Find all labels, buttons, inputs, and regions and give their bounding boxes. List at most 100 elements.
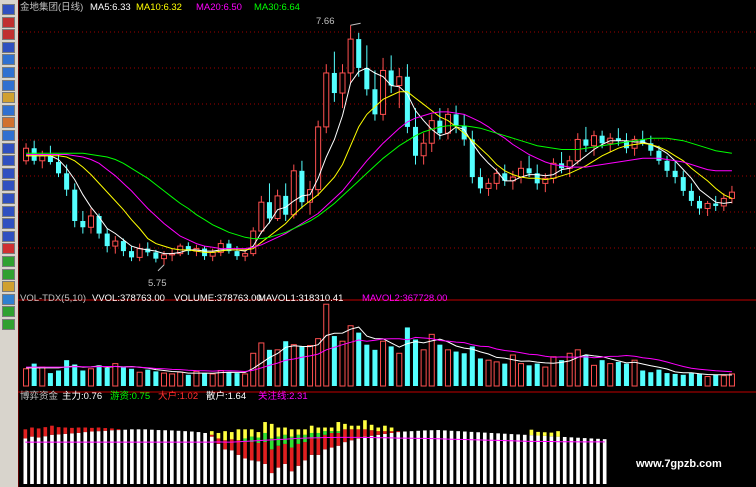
volume-bar-down (688, 373, 694, 386)
candle-down (145, 248, 151, 253)
volume-bar-down (55, 370, 62, 386)
mavol2-line (26, 336, 732, 373)
quote-icon[interactable] (2, 167, 15, 179)
volume-bar-up (193, 370, 200, 387)
people-icon[interactable] (2, 117, 15, 129)
candle-down (356, 39, 362, 68)
mainforce-bar (223, 431, 227, 441)
candle-up (160, 254, 168, 260)
bigholder-bar (216, 438, 221, 444)
retail-bar (349, 440, 354, 484)
ma-line-ma30 (26, 125, 732, 240)
candle-down (72, 189, 78, 221)
left-toolbar (0, 0, 19, 487)
candle-up (428, 120, 435, 144)
candle-down (129, 251, 135, 258)
trend-icon[interactable] (2, 29, 15, 41)
calc-icon[interactable] (2, 130, 15, 141)
fund-legend: 博弈资金 主力:0.76 游资:0.75 大户:1.02 散户:1.64 关注线:2.31 (20, 390, 308, 402)
candle-down (648, 143, 654, 151)
volume-bar-down (640, 370, 646, 386)
candle-down (331, 72, 337, 94)
mainforce-bar (529, 429, 534, 436)
folder-icon[interactable] (2, 92, 15, 104)
retail-bar (343, 442, 347, 484)
candle-up (728, 191, 735, 199)
retail-bar (389, 432, 394, 484)
hotmoney-bar (269, 438, 274, 450)
retail-bar (296, 465, 301, 484)
retail-bar (542, 435, 547, 484)
window2-icon[interactable] (2, 67, 15, 78)
screen-icon[interactable] (2, 230, 15, 242)
lock-icon[interactable] (2, 243, 15, 255)
f10-icon[interactable] (2, 142, 15, 154)
hotmoney-bar (316, 432, 321, 439)
volume-label: VOL-TDX(5,10) (20, 293, 86, 304)
retail-bar (289, 471, 294, 484)
retail-bar (396, 432, 401, 484)
candle-down (388, 70, 394, 86)
candle-down (502, 173, 508, 181)
grid-icon[interactable] (2, 79, 15, 91)
table-icon[interactable] (2, 193, 15, 204)
mail-icon[interactable] (2, 104, 15, 116)
volume-bar-down (502, 363, 508, 386)
price-title: 金地集团(日线) (20, 1, 83, 13)
candle-down (623, 140, 629, 149)
volume-bar-up (574, 349, 581, 387)
high-price-label: 7.66 (316, 16, 335, 27)
retail-bar (376, 434, 381, 484)
pen-icon[interactable] (2, 281, 15, 293)
candle-down (696, 200, 703, 209)
window-icon[interactable] (2, 54, 15, 66)
bigholder-bar (116, 429, 121, 431)
candle-up (87, 215, 94, 228)
kline-icon[interactable] (2, 16, 15, 28)
bar-icon[interactable] (2, 41, 15, 53)
doc-icon[interactable] (2, 205, 15, 217)
candle-down (469, 139, 475, 178)
up-arrow-icon[interactable] (2, 306, 15, 318)
volume-bar-up (444, 349, 451, 387)
logout-icon[interactable] (2, 268, 15, 280)
mainforce-bar (356, 425, 361, 430)
hotmoney-bar (276, 436, 281, 446)
volume-bar-down (696, 373, 703, 386)
retail-bar (216, 443, 221, 484)
volume-bar-up (396, 352, 403, 387)
volume-bar-down (299, 346, 305, 386)
volume-bar-up (169, 373, 176, 387)
mainforce-bar (536, 431, 540, 436)
volume-bar-up (380, 340, 387, 387)
volume-bar-up (39, 366, 46, 387)
candle-up (444, 113, 451, 134)
bigholder-bar (223, 440, 227, 450)
etf-icon[interactable] (2, 155, 15, 167)
retail-bar (23, 438, 28, 484)
bigholder-bar (249, 442, 254, 461)
retail-bar (276, 467, 281, 484)
volume-bar-up (177, 371, 184, 387)
retail-bar (63, 433, 68, 484)
volume-bar-up (566, 352, 573, 387)
volume-bar-down (364, 344, 370, 386)
login-icon[interactable] (2, 256, 15, 267)
volume-bar-down (599, 360, 605, 386)
line-chart-icon[interactable] (2, 4, 15, 15)
retail-bar (156, 430, 161, 484)
bigholder-bar (110, 428, 114, 431)
sheet-icon[interactable] (2, 218, 15, 230)
mainforce-bar (296, 429, 301, 435)
volume-bar-down (356, 332, 362, 386)
hotmoney-bar (296, 434, 301, 444)
list-icon[interactable] (2, 180, 15, 192)
down-arrow-icon[interactable] (2, 319, 15, 330)
volume-bar-down (234, 373, 240, 386)
retail-bar (150, 429, 154, 484)
move-icon[interactable] (2, 293, 15, 305)
bigholder-bar (76, 427, 81, 433)
candle-up (323, 72, 330, 128)
mainforce-bar (283, 427, 287, 435)
fund-label: 散户:1.64 (206, 390, 246, 402)
